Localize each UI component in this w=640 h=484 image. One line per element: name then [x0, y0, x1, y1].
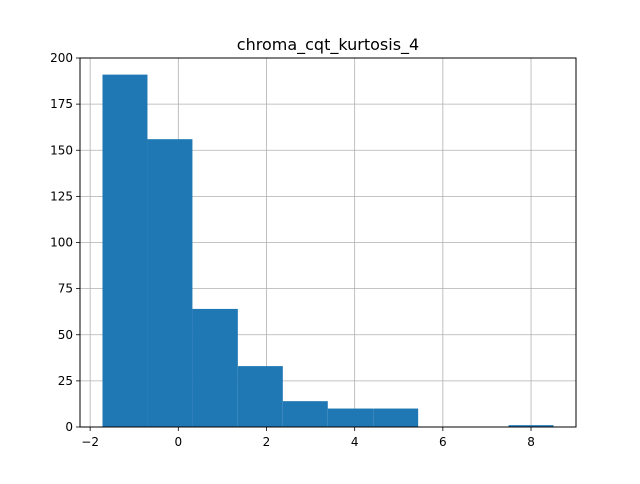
x-tick-label: 8 — [527, 435, 535, 449]
histogram-bar — [282, 401, 328, 427]
y-tick-label: 125 — [50, 189, 73, 203]
y-tick-label: 100 — [50, 236, 73, 250]
y-tick-label: 200 — [50, 51, 73, 65]
y-axis-ticks: 0 25 50 75 100 125 150 175 200 — [50, 51, 80, 434]
histogram-bar — [327, 408, 374, 427]
x-tick-label: 2 — [263, 435, 271, 449]
x-tick-label: −2 — [81, 435, 99, 449]
histogram-bars — [102, 74, 554, 427]
y-tick-label: 75 — [58, 282, 73, 296]
histogram-bar — [102, 74, 148, 427]
histogram-bar — [237, 366, 283, 427]
y-tick-label: 50 — [58, 328, 73, 342]
x-tick-label: 0 — [174, 435, 182, 449]
x-axis-ticks: −2 0 2 4 6 8 — [81, 427, 535, 449]
y-tick-label: 0 — [65, 420, 73, 434]
y-tick-label: 150 — [50, 143, 73, 157]
histogram-bar — [147, 139, 193, 427]
histogram-bar — [508, 425, 554, 427]
x-tick-label: 6 — [439, 435, 447, 449]
chart-title: chroma_cqt_kurtosis_4 — [237, 35, 419, 55]
x-tick-label: 4 — [351, 435, 359, 449]
y-tick-label: 175 — [50, 97, 73, 111]
y-tick-label: 25 — [58, 374, 73, 388]
histogram-bar — [192, 308, 238, 427]
histogram-bar — [373, 408, 419, 427]
